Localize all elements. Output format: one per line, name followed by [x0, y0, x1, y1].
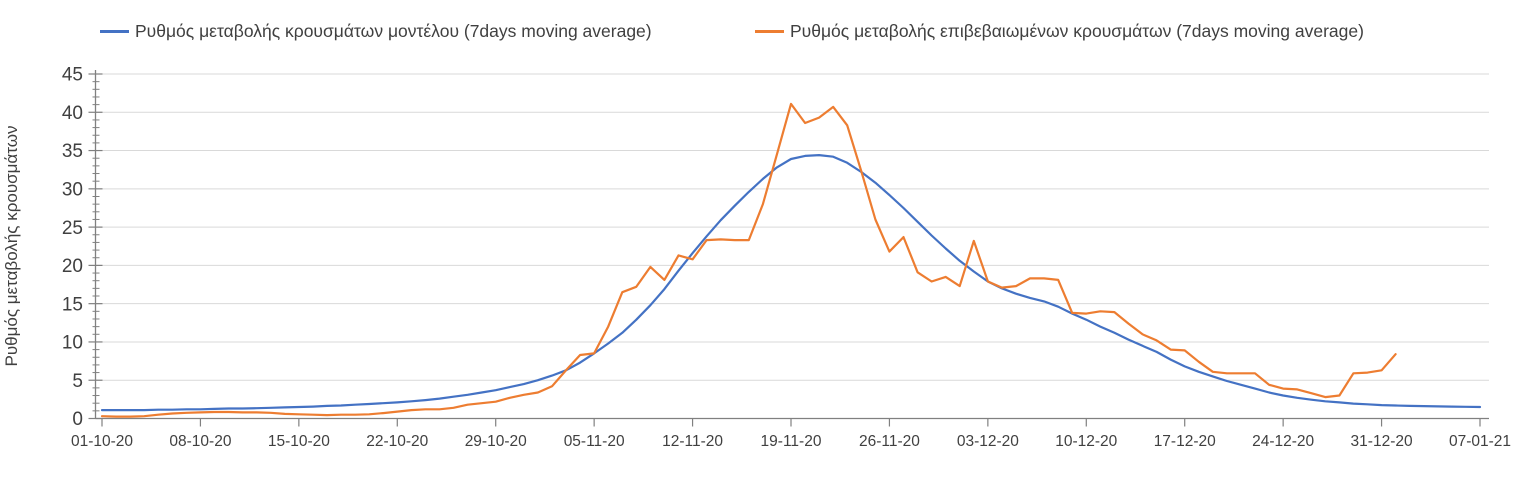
legend: Ρυθμός μεταβολής κρουσμάτων μοντέλου (7d… [0, 0, 1531, 44]
y-tick-label-40: 40 [62, 103, 83, 124]
y-tick-label-0: 0 [72, 409, 83, 430]
y-tick-label-15: 15 [62, 294, 83, 315]
x-tick-label-0: 01-10-20 [71, 433, 133, 450]
y-tick-label-5: 5 [72, 371, 83, 392]
x-tick-label-7: 19-11-20 [761, 433, 822, 450]
y-tick-label-20: 20 [62, 256, 83, 277]
y-tick-label-35: 35 [62, 141, 83, 162]
x-tick-label-10: 10-12-20 [1055, 433, 1117, 450]
legend-line-swatch-model [100, 29, 129, 33]
x-tick-label-6: 12-11-20 [662, 433, 723, 450]
axes [88, 70, 1489, 427]
legend-item-model: Ρυθμός μεταβολής κρουσμάτων μοντέλου (7d… [100, 21, 652, 41]
series-confirmed-line [100, 102, 1397, 418]
series-model-line [100, 154, 1482, 412]
x-tick-label-14: 07-01-21 [1449, 433, 1511, 450]
x-tick-label-4: 29-10-20 [465, 433, 527, 450]
x-tick-label-9: 03-12-20 [957, 433, 1019, 450]
x-tick-label-3: 22-10-20 [366, 433, 428, 450]
data-series [100, 102, 1482, 418]
y-tick-label-25: 25 [62, 218, 83, 239]
legend-label-model: Ρυθμός μεταβολής κρουσμάτων μοντέλου (7d… [135, 21, 652, 41]
y-tick-label-30: 30 [62, 179, 83, 200]
legend-item-confirmed: Ρυθμός μεταβολής επιβεβαιωμένων κρουσμάτ… [755, 21, 1364, 41]
gridlines [95, 73, 1489, 381]
x-tick-label-13: 31-12-20 [1351, 433, 1413, 450]
y-tick-label-45: 45 [62, 65, 83, 86]
x-tick-label-8: 26-11-20 [859, 433, 920, 450]
x-tick-label-5: 05-11-20 [564, 433, 625, 450]
x-tick-label-12: 24-12-20 [1252, 433, 1314, 450]
axis-labels: 0 5 10 15 20 25 30 35 40 45 01-10-20 08-10-20 15-10-… [62, 65, 1511, 450]
y-tick-label-10: 10 [62, 333, 83, 354]
legend-label-confirmed: Ρυθμός μεταβολής επιβεβαιωμένων κρουσμάτ… [790, 21, 1364, 41]
y-axis-title: Ρυθμός μεταβολής κρουσμάτων [2, 126, 21, 367]
legend-line-swatch-confirmed [755, 29, 784, 33]
x-tick-label-1: 08-10-20 [169, 433, 231, 450]
x-tick-label-2: 15-10-20 [268, 433, 330, 450]
x-tick-label-11: 17-12-20 [1154, 433, 1216, 450]
